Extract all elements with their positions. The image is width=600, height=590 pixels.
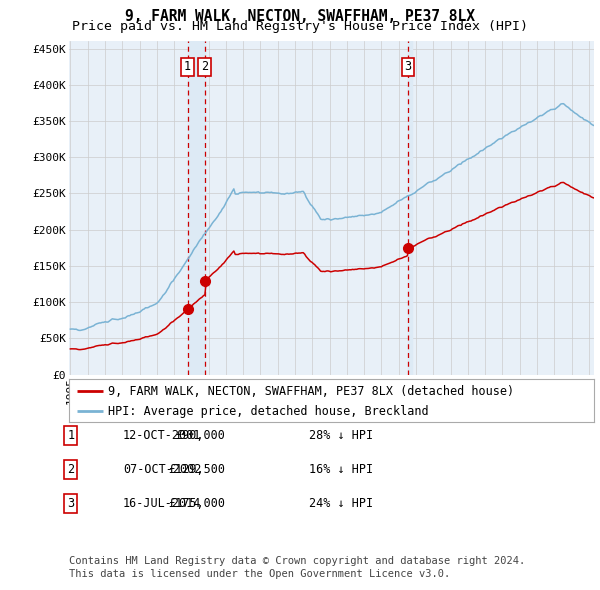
Text: 1: 1	[184, 60, 191, 73]
Text: Contains HM Land Registry data © Crown copyright and database right 2024.
This d: Contains HM Land Registry data © Crown c…	[69, 556, 525, 579]
Text: 16% ↓ HPI: 16% ↓ HPI	[309, 463, 373, 476]
Text: £129,500: £129,500	[168, 463, 225, 476]
Text: 2: 2	[201, 60, 208, 73]
Text: 3: 3	[404, 60, 412, 73]
Text: 28% ↓ HPI: 28% ↓ HPI	[309, 429, 373, 442]
Text: 1: 1	[67, 429, 74, 442]
Text: 24% ↓ HPI: 24% ↓ HPI	[309, 497, 373, 510]
Text: 07-OCT-2002: 07-OCT-2002	[123, 463, 202, 476]
Bar	[408, 41, 412, 375]
Text: £90,000: £90,000	[175, 429, 225, 442]
Text: £175,000: £175,000	[168, 497, 225, 510]
Text: 16-JUL-2014: 16-JUL-2014	[123, 497, 202, 510]
Text: 9, FARM WALK, NECTON, SWAFFHAM, PE37 8LX (detached house): 9, FARM WALK, NECTON, SWAFFHAM, PE37 8LX…	[109, 385, 515, 398]
Text: 9, FARM WALK, NECTON, SWAFFHAM, PE37 8LX: 9, FARM WALK, NECTON, SWAFFHAM, PE37 8LX	[125, 9, 475, 24]
Text: 12-OCT-2001: 12-OCT-2001	[123, 429, 202, 442]
Bar	[188, 41, 205, 375]
Text: 2: 2	[67, 463, 74, 476]
Text: HPI: Average price, detached house, Breckland: HPI: Average price, detached house, Brec…	[109, 405, 429, 418]
Text: 3: 3	[67, 497, 74, 510]
Text: Price paid vs. HM Land Registry's House Price Index (HPI): Price paid vs. HM Land Registry's House …	[72, 20, 528, 33]
